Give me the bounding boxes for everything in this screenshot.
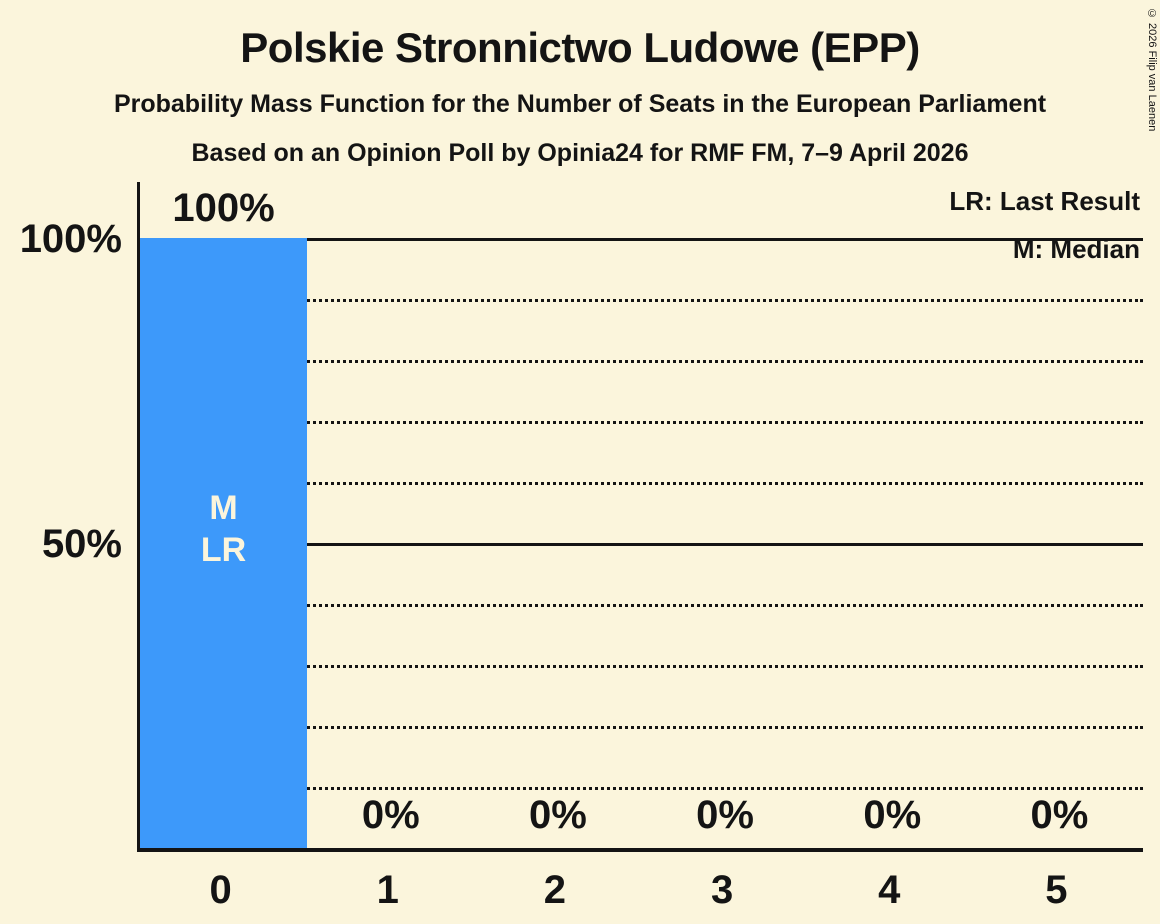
gridline-dotted-20 xyxy=(140,726,1143,729)
bar-value-label-seats-4: 0% xyxy=(863,793,922,837)
y-axis-label-50: 50% xyxy=(41,522,122,566)
x-tick-label-2: 2 xyxy=(543,868,567,912)
bar-seats-0 xyxy=(140,238,308,848)
gridline-dotted-80 xyxy=(140,360,1143,363)
x-tick-label-4: 4 xyxy=(878,868,901,912)
annotation-m: M xyxy=(209,489,238,527)
bar-value-label-seats-3: 0% xyxy=(696,793,754,837)
gridline-dotted-90 xyxy=(140,299,1143,302)
gridline-dotted-10 xyxy=(140,787,1143,790)
gridline-dotted-70 xyxy=(140,421,1143,424)
plot-area: 100% 0% 0% 0% 0% 0% M LR xyxy=(137,182,1143,852)
chart-subtitle: Probability Mass Function for the Number… xyxy=(113,90,1047,118)
gridline-solid-100 xyxy=(140,238,1143,241)
chart-source-note: Based on an Opinion Poll by Opinia24 for… xyxy=(191,139,969,167)
bar-value-label-seats-2: 0% xyxy=(529,793,587,837)
gridline-dotted-40 xyxy=(140,604,1143,607)
y-axis-label-100: 100% xyxy=(19,217,122,261)
x-tick-label-1: 1 xyxy=(376,868,399,912)
gridline-dotted-60 xyxy=(140,482,1143,485)
bar-value-label-seats-5: 0% xyxy=(1030,793,1089,837)
bar-value-label-seats-1: 0% xyxy=(361,793,420,837)
legend-median: M: Median xyxy=(1012,234,1140,264)
bar-value-label-seats-0: 100% xyxy=(172,186,275,230)
gridline-solid-50 xyxy=(140,543,1143,546)
gridline-dotted-30 xyxy=(140,665,1143,668)
annotation-lr: LR xyxy=(200,531,247,569)
bar-annotation-median-last-result: M LR xyxy=(140,487,307,571)
copyright-notice: © 2026 Filip van Laenen xyxy=(1146,8,1158,132)
x-tick-label-0: 0 xyxy=(209,868,232,912)
x-tick-label-3: 3 xyxy=(710,868,734,912)
x-tick-label-5: 5 xyxy=(1045,868,1068,912)
chart-title: Polskie Stronnictwo Ludowe (EPP) xyxy=(240,24,920,71)
legend-last-result: LR: Last Result xyxy=(949,186,1140,216)
